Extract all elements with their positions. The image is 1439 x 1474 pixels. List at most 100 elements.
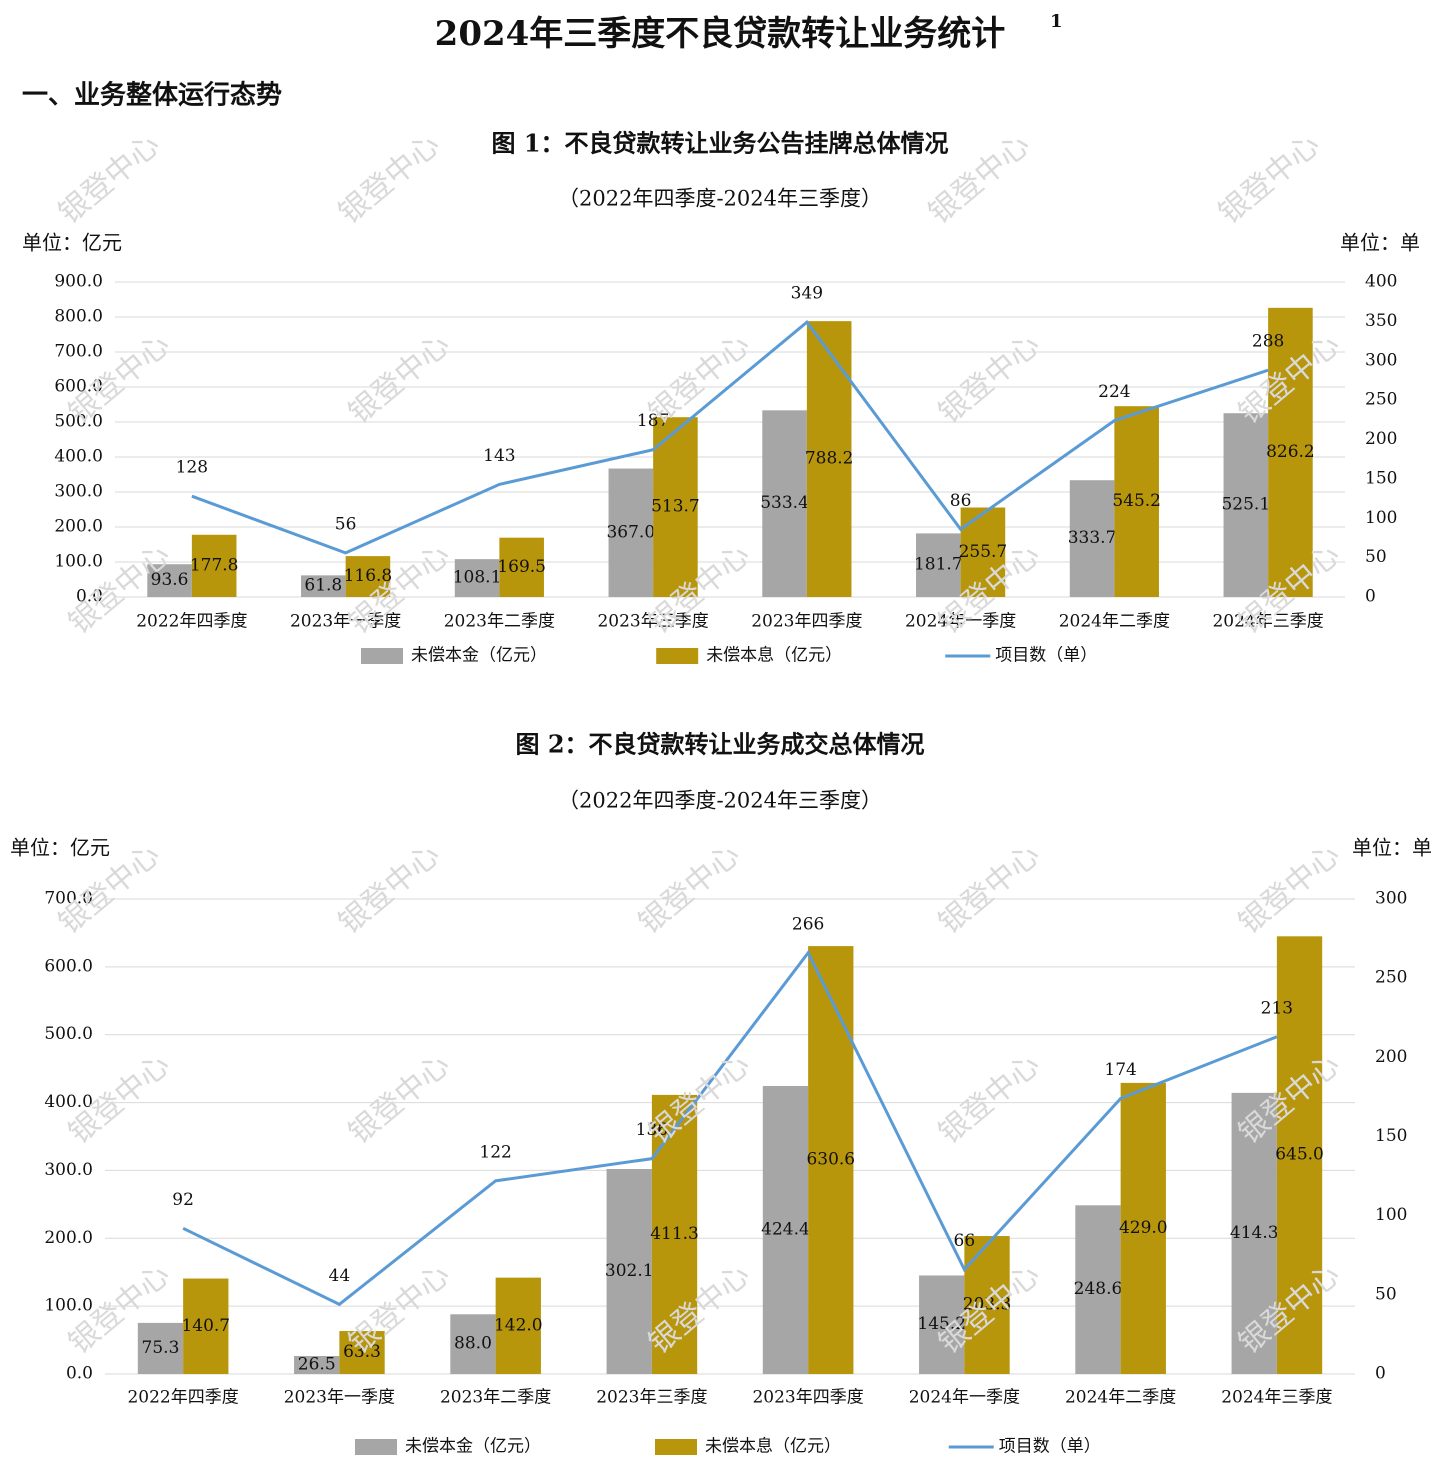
y2-tick-label: 300: [1365, 350, 1397, 370]
value-label: 826.2: [1266, 442, 1315, 462]
bar: [183, 1278, 229, 1374]
x-tick-label: 2022年四季度: [127, 1388, 238, 1408]
y2-tick-label: 50: [1365, 547, 1387, 567]
y-tick-label: 0.0: [76, 587, 103, 607]
legend-swatch: [655, 1439, 697, 1455]
y-axis-unit: 单位：亿元: [10, 836, 110, 860]
value-label: 545.2: [1112, 491, 1161, 511]
bar: [606, 1169, 652, 1374]
x-tick-label: 2023年一季度: [290, 612, 401, 632]
value-label: 248.6: [1074, 1279, 1123, 1299]
bar: [1223, 413, 1269, 597]
y2-axis-unit: 单位：单: [1352, 836, 1432, 860]
value-label: 513.7: [651, 497, 700, 517]
bar: [653, 417, 698, 597]
chart-title: 图 2：不良贷款转让业务成交总体情况: [515, 730, 924, 759]
value-label: 116.8: [344, 566, 393, 586]
x-tick-label: 2024年二季度: [1065, 1388, 1176, 1408]
document-title: 2024年三季度不良贷款转让业务统计: [435, 14, 1006, 54]
y2-tick-label: 250: [1365, 390, 1397, 410]
value-label: 213: [1261, 998, 1293, 1018]
bar: [762, 1086, 809, 1374]
value-label: 169.5: [497, 557, 546, 577]
legend-swatch: [656, 648, 699, 664]
watermark: 银登中心: [1232, 837, 1346, 941]
value-label: 424.4: [761, 1220, 810, 1240]
y-tick-label: 200.0: [44, 1228, 93, 1248]
bar: [301, 575, 346, 597]
value-label: 128: [176, 458, 208, 478]
x-tick-label: 2023年二季度: [440, 1388, 551, 1408]
y2-tick-label: 50: [1375, 1284, 1397, 1304]
y-tick-label: 700.0: [54, 342, 103, 362]
x-tick-label: 2023年三季度: [597, 612, 708, 632]
bar: [808, 946, 854, 1374]
value-label: 645.0: [1275, 1145, 1324, 1165]
bar: [499, 537, 544, 597]
value-label: 122: [479, 1142, 511, 1162]
legend-label: 项目数（单）: [999, 1437, 1101, 1457]
x-tick-label: 2024年三季度: [1221, 1388, 1332, 1408]
value-label: 788.2: [805, 449, 854, 469]
y-tick-label: 500.0: [44, 1024, 93, 1044]
bar: [651, 1094, 698, 1374]
value-label: 56: [335, 514, 357, 534]
y2-tick-label: 350: [1365, 311, 1397, 331]
bar: [608, 468, 654, 597]
bar: [1069, 480, 1115, 597]
bar: [1120, 1082, 1166, 1374]
y2-tick-label: 150: [1375, 1126, 1407, 1146]
legend-label: 未偿本息（亿元）: [706, 646, 842, 666]
value-label: 174: [1104, 1060, 1136, 1080]
x-tick-label: 2023年二季度: [444, 612, 555, 632]
watermark: 银登中心: [52, 127, 166, 231]
bar: [339, 1331, 385, 1374]
value-label: 302.1: [605, 1261, 654, 1281]
value-label: 367.0: [606, 522, 655, 542]
watermark: 银登中心: [932, 837, 1046, 941]
chart-title: 图 1：不良贷款转让业务公告挂牌总体情况: [491, 129, 948, 158]
value-label: 255.7: [959, 542, 1008, 562]
value-label: 266: [792, 914, 824, 934]
bar: [495, 1277, 541, 1374]
y2-tick-label: 200: [1375, 1047, 1407, 1067]
watermark: 银登中心: [632, 837, 746, 941]
bar: [1075, 1205, 1121, 1374]
y2-tick-label: 150: [1365, 468, 1397, 488]
value-label: 288: [1252, 332, 1284, 352]
y-tick-label: 500.0: [54, 412, 103, 432]
legend-swatch: [355, 1439, 397, 1455]
bar: [1268, 307, 1313, 597]
bar: [345, 556, 391, 597]
x-tick-label: 2024年二季度: [1059, 612, 1170, 632]
watermark: 银登中心: [932, 1047, 1046, 1151]
watermark: 银登中心: [932, 327, 1046, 431]
value-label: 88.0: [454, 1334, 492, 1354]
y-tick-label: 300.0: [54, 482, 103, 502]
x-tick-label: 2024年一季度: [909, 1388, 1020, 1408]
value-label: 203.3: [963, 1295, 1012, 1315]
line: [191, 319, 1269, 555]
x-tick-label: 2023年三季度: [596, 1388, 707, 1408]
y-tick-label: 400.0: [44, 1092, 93, 1112]
legend-swatch: [361, 648, 403, 664]
bar: [1231, 1092, 1277, 1374]
bar: [1276, 936, 1323, 1374]
value-label: 429.0: [1119, 1218, 1168, 1238]
legend-label: 未偿本金（亿元）: [411, 646, 547, 666]
value-label: 108.1: [453, 568, 502, 588]
value-label: 525.1: [1221, 495, 1270, 515]
watermark: 银登中心: [332, 837, 446, 941]
y2-tick-label: 0: [1375, 1364, 1386, 1384]
y-tick-label: 400.0: [54, 447, 103, 467]
y2-tick-label: 400: [1365, 272, 1397, 292]
value-label: 414.3: [1230, 1223, 1279, 1243]
y-tick-label: 600.0: [54, 377, 103, 397]
value-label: 187: [637, 411, 669, 431]
bar: [294, 1356, 340, 1374]
legend-label: 项目数（单）: [995, 646, 1097, 666]
value-label: 333.7: [1068, 528, 1117, 548]
value-label: 86: [950, 491, 972, 511]
value-label: 630.6: [806, 1150, 855, 1170]
legend-label: 未偿本金（亿元）: [405, 1437, 541, 1457]
